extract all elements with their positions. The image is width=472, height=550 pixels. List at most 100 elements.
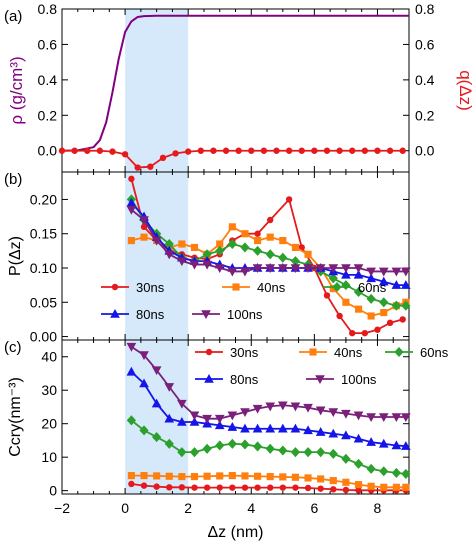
- panel-c: (c)010203040Ccry(nm⁻³)30ns 40ns 60ns80ns 10…: [4, 339, 449, 541]
- series-line: [62, 16, 409, 151]
- data-point: [380, 484, 387, 491]
- y-tick-label: 0.8: [415, 1, 435, 17]
- data-point: [292, 484, 298, 490]
- data-point: [166, 473, 173, 480]
- data-point: [342, 299, 349, 306]
- data-point: [399, 316, 405, 322]
- x-tick-label: 4: [247, 500, 255, 516]
- data-point: [286, 196, 292, 202]
- panel-label: (c): [4, 339, 22, 356]
- data-point: [228, 239, 237, 249]
- data-point: [109, 148, 115, 154]
- data-point: [329, 449, 338, 459]
- data-point: [267, 473, 274, 480]
- data-point: [267, 234, 274, 241]
- legend-entry-40ns: 40ns: [222, 280, 286, 295]
- data-point: [240, 439, 249, 449]
- data-point: [286, 148, 292, 154]
- y-axis-label: P(Δz): [7, 236, 24, 276]
- data-point: [324, 292, 330, 298]
- data-point: [59, 148, 65, 154]
- x-tick-label: 2: [184, 500, 192, 516]
- data-point: [387, 320, 393, 326]
- legend-entry-60ns: 60ns: [385, 345, 449, 360]
- data-point: [153, 472, 160, 479]
- data-point: [140, 472, 147, 479]
- data-point: [128, 472, 135, 479]
- data-point: [393, 484, 400, 491]
- data-point: [367, 464, 376, 474]
- series-line-0: [62, 16, 409, 151]
- data-point: [147, 163, 153, 169]
- legend-label: 30ns: [136, 280, 165, 295]
- data-point: [153, 483, 159, 489]
- data-point: [191, 244, 198, 251]
- y-tick-label: 0.0: [38, 143, 58, 159]
- data-point: [292, 474, 299, 481]
- data-point: [140, 234, 147, 241]
- data-point: [267, 484, 273, 490]
- data-point: [191, 473, 198, 480]
- data-point: [387, 148, 393, 154]
- data-point: [324, 148, 330, 154]
- legend-entry-40ns: 40ns: [299, 345, 363, 360]
- data-point: [362, 148, 368, 154]
- data-point: [204, 473, 211, 480]
- x-axis-label: Δz (nm): [207, 524, 263, 541]
- data-point: [84, 148, 90, 154]
- legend-entry-80ns: 80ns: [195, 372, 259, 387]
- legend-label: 100ns: [227, 307, 263, 322]
- data-point: [254, 237, 261, 244]
- data-point: [292, 244, 299, 251]
- data-point: [279, 473, 286, 480]
- y-tick-label: 40: [41, 349, 57, 365]
- data-point: [202, 444, 211, 454]
- legend-entry-30ns: 30ns: [195, 345, 259, 360]
- legend-marker: [394, 347, 403, 357]
- panel-b: (b)0.000.050.100.150.20P(Δz)30ns 40ns 60ns…: [4, 171, 411, 345]
- data-point: [266, 249, 275, 259]
- y-tick-label: 0.20: [30, 191, 57, 207]
- data-point: [229, 223, 236, 230]
- data-point: [273, 148, 279, 154]
- y-tick-label: 0.15: [30, 226, 57, 242]
- data-point: [280, 484, 286, 490]
- data-point: [254, 231, 260, 237]
- data-point: [341, 280, 350, 290]
- legend-label: 60ns: [358, 280, 387, 295]
- data-point: [278, 445, 287, 455]
- data-point: [254, 484, 260, 490]
- data-point: [279, 237, 286, 244]
- data-point: [343, 487, 349, 493]
- legend-marker: [309, 348, 316, 355]
- x-tick-label: 0: [121, 500, 129, 516]
- data-point: [341, 454, 350, 464]
- y-tick-label: 0.05: [30, 294, 57, 310]
- y-tick-label: 0.10: [30, 260, 57, 276]
- data-point: [316, 447, 325, 457]
- data-point: [317, 485, 323, 491]
- data-point: [379, 297, 388, 307]
- data-point: [336, 148, 342, 154]
- data-point: [223, 148, 229, 154]
- highlight-region: [125, 9, 188, 172]
- legend-label: 40ns: [334, 345, 363, 360]
- x-tick-label: 8: [374, 500, 382, 516]
- data-point: [267, 217, 273, 223]
- legend-marker: [112, 284, 118, 290]
- y-tick-label: 0.2: [38, 107, 58, 123]
- data-point: [253, 246, 262, 256]
- data-point: [380, 309, 387, 316]
- data-point: [399, 148, 405, 154]
- data-point: [229, 484, 235, 490]
- data-point: [379, 466, 388, 476]
- data-point: [128, 176, 134, 182]
- legend-label: 80ns: [230, 372, 259, 387]
- data-point: [198, 148, 204, 154]
- y-tick-label: 10: [41, 449, 57, 465]
- data-point: [97, 148, 103, 154]
- data-point: [304, 474, 311, 481]
- data-point: [330, 486, 336, 492]
- panel-label: (a): [4, 8, 22, 25]
- legend-marker: [206, 349, 212, 355]
